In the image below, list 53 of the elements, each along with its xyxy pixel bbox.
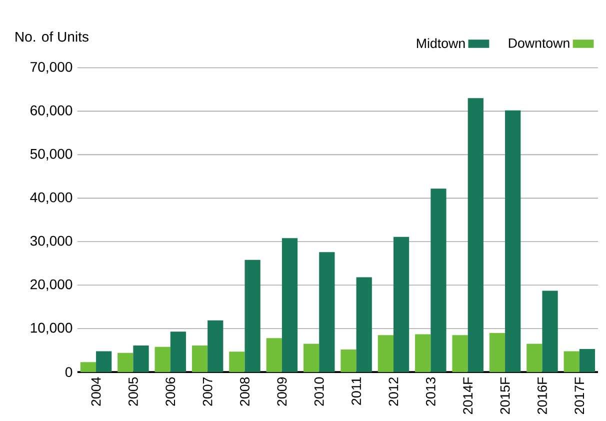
y-axis-title: No. of Units	[16, 31, 88, 42]
bar	[526, 344, 542, 372]
bar	[542, 290, 558, 372]
x-tick-label: 2009	[277, 377, 287, 406]
x-tick-label: 2017F	[574, 377, 584, 414]
bar	[378, 334, 394, 372]
bar	[415, 334, 431, 372]
bar	[564, 350, 580, 372]
bar	[356, 277, 372, 372]
bar	[489, 332, 506, 372]
x-tick-label: 2015F	[500, 377, 510, 414]
bar	[208, 320, 224, 372]
bar	[340, 349, 356, 372]
y-tick-label: 0	[65, 366, 72, 377]
bar	[319, 252, 335, 372]
x-tick-label: 2006	[166, 377, 176, 406]
x-tick-label: 2010	[314, 377, 324, 406]
bar	[505, 110, 521, 372]
bar	[244, 260, 260, 372]
x-tick-label: 2008	[240, 377, 250, 406]
legend-label: Midtown	[416, 38, 465, 48]
bar	[96, 350, 112, 372]
bar	[304, 344, 320, 372]
bar	[266, 338, 282, 372]
y-tick-label: 40,000	[30, 192, 72, 204]
x-tick-label: 2013	[426, 377, 436, 406]
bar	[154, 346, 170, 372]
x-tick-label: 2014F	[463, 377, 473, 414]
x-tick-label: 2011	[352, 377, 362, 405]
x-tick-label: 2012	[388, 377, 398, 406]
y-tick-label: 20,000	[30, 279, 72, 291]
x-tick-label: 2005	[128, 377, 138, 406]
legend-label: Downtown	[508, 38, 570, 48]
bar	[118, 352, 134, 372]
bar	[452, 334, 468, 372]
bar	[468, 98, 484, 372]
x-tick-label: 2016F	[537, 377, 547, 414]
bar	[430, 188, 446, 372]
bar	[170, 331, 186, 372]
x-tick-label: 2004	[91, 376, 101, 406]
y-tick-label: 70,000	[30, 62, 72, 74]
bar	[80, 362, 96, 372]
y-tick-label: 60,000	[30, 105, 72, 117]
bar	[393, 236, 410, 372]
bar	[192, 345, 208, 372]
y-tick-label: 10,000	[30, 322, 72, 334]
y-tick-label: 30,000	[30, 236, 72, 248]
bar	[282, 238, 298, 372]
x-tick-label: 2007	[202, 377, 212, 406]
bar	[133, 345, 149, 372]
bar	[579, 348, 596, 372]
bar	[229, 351, 245, 372]
y-tick-label: 50,000	[30, 148, 72, 160]
